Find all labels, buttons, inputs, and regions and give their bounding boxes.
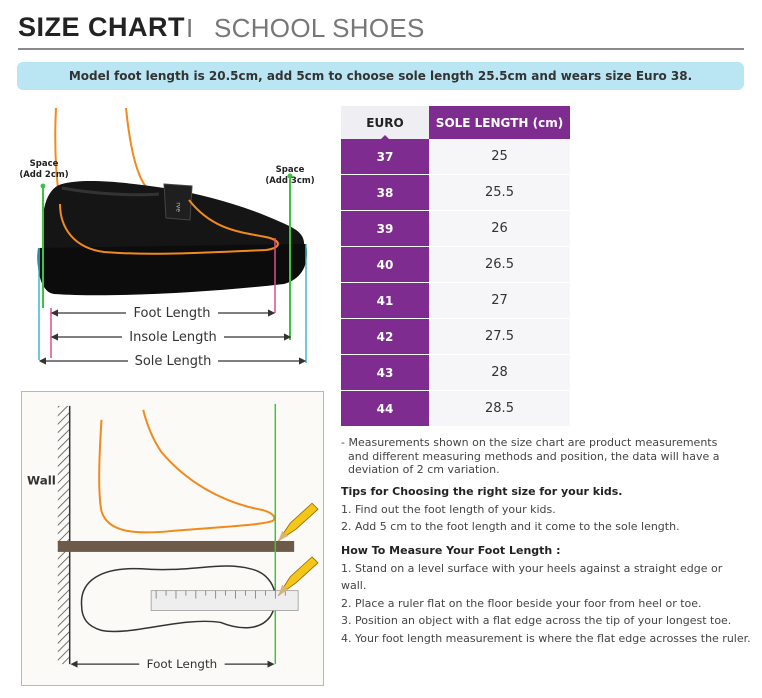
howto-list: 1. Stand on a level surface with your he… — [341, 560, 751, 648]
table-row: 44 28.5 — [341, 390, 570, 427]
table-row: 42 27.5 — [341, 318, 570, 355]
euro-size-cell: 37 — [341, 139, 429, 175]
disclaimer-line: - Measurements shown on the size chart a… — [341, 436, 718, 449]
euro-size-cell: 40 — [341, 246, 429, 283]
shoe-brand-text: ǝʌɹ — [175, 202, 182, 212]
ruler — [150, 590, 299, 611]
shoe-collar — [61, 186, 160, 197]
measure-foot-length-label: Foot Length — [147, 657, 218, 671]
sole-length-cell: 25 — [429, 139, 570, 175]
shoe-measurement-diagram: ǝʌɹ Space (Add 2cm) Space (Add 3cm) Foot… — [19, 108, 314, 369]
size-chart-table: EURO SOLE LENGTH (cm) 37 25 38 25.5 39 26 4… — [341, 106, 570, 427]
wall-hatch — [57, 405, 70, 665]
list-item: 2. Add 5 cm to the foot length and it co… — [341, 520, 680, 533]
sole-length-cell: 27 — [429, 282, 570, 319]
pencil-icon-top — [277, 502, 319, 542]
table-row: 39 26 — [341, 210, 570, 247]
list-item: 4. Your foot length measurement is where… — [341, 631, 751, 645]
sole-length-cell: 28 — [429, 354, 570, 391]
measurement-disclaimer: - Measurements shown on the size chart a… — [341, 436, 751, 477]
wall-label: Wall — [27, 473, 56, 487]
foot-length-label: Foot Length — [134, 306, 211, 321]
list-item: 1. Find out the foot length of your kids… — [341, 502, 556, 516]
sole-length-cell: 26 — [429, 210, 570, 247]
table-row: 38 25.5 — [341, 174, 570, 211]
list-item: 1. Stand on a level surface with your he… — [341, 561, 723, 593]
table-row: 43 28 — [341, 354, 570, 391]
shoe-gore — [163, 183, 193, 221]
table-row: 40 26.5 — [341, 246, 570, 283]
floor-board — [57, 540, 295, 552]
pencil-icon-bottom — [277, 556, 319, 596]
side-foot-outline — [98, 409, 276, 534]
disclaimer-line: deviation of 2 cm variation. — [348, 463, 500, 476]
top-foot-outline — [80, 565, 277, 633]
disclaimer-line: and different measuring methods and posi… — [348, 449, 720, 463]
foot-outline — [59, 199, 279, 255]
foot-measuring-diagram: Wall Foot Length — [21, 391, 324, 686]
tips-heading: Tips for Choosing the right size for you… — [341, 484, 623, 498]
header: SIZE CHART I SCHOOL SHOES — [18, 10, 744, 50]
euro-size-cell: 39 — [341, 210, 429, 247]
sole-length-cell: 27.5 — [429, 318, 570, 355]
column-header-sole-length: SOLE LENGTH (cm) — [429, 106, 570, 139]
sole-length-cell: 26.5 — [429, 246, 570, 283]
model-info-banner: Model foot length is 20.5cm, add 5cm to … — [17, 62, 744, 90]
page-title: SIZE CHART — [18, 12, 185, 42]
space-left-label: Space — [30, 159, 59, 169]
table-header-row: EURO SOLE LENGTH (cm) — [341, 106, 570, 140]
page-subtitle: SCHOOL SHOES — [214, 13, 425, 43]
title-separator: I — [186, 13, 194, 43]
euro-size-cell: 43 — [341, 354, 429, 391]
euro-size-cell: 38 — [341, 174, 429, 211]
euro-size-cell: 41 — [341, 282, 429, 319]
space-right-label: Space — [276, 165, 305, 175]
table-row: 41 27 — [341, 282, 570, 319]
tips-list: 1. Find out the foot length of your kids… — [341, 501, 751, 536]
sole-length-label: Sole Length — [135, 354, 212, 369]
sole-length-cell: 25.5 — [429, 174, 570, 211]
column-header-euro: EURO — [341, 106, 429, 140]
space-left-sublabel: (Add 2cm) — [19, 170, 68, 180]
list-item: 3. Position an object with a flat edge a… — [341, 614, 732, 627]
table-row: 37 25 — [341, 139, 570, 175]
shoe-sole — [37, 244, 307, 296]
notes-section: - Measurements shown on the size chart a… — [341, 436, 751, 647]
list-item: 2. Place a ruler flat on the floor besid… — [341, 596, 702, 610]
sole-length-cell: 28.5 — [429, 390, 570, 427]
insole-length-label: Insole Length — [129, 330, 216, 345]
euro-size-cell: 42 — [341, 318, 429, 355]
howto-heading: How To Measure Your Foot Length : — [341, 543, 561, 557]
euro-size-cell: 44 — [341, 390, 429, 427]
space-right-sublabel: (Add 3cm) — [265, 176, 314, 186]
